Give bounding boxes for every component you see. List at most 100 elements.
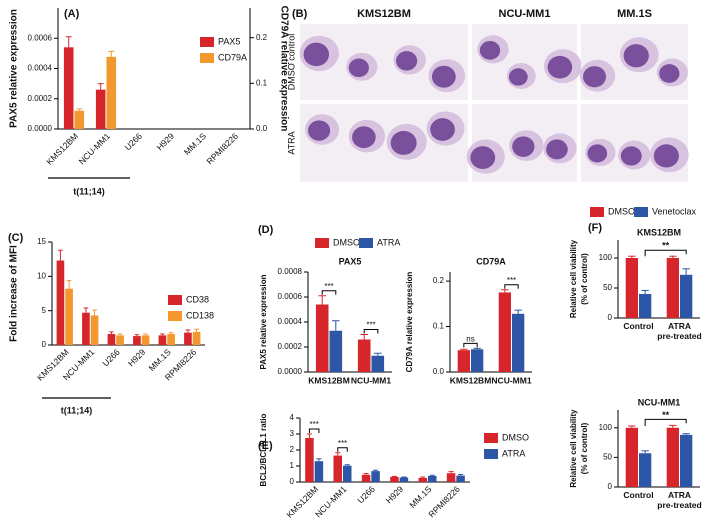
legend-swatch [590,207,604,217]
bar [680,434,693,487]
bar [666,427,679,487]
significance-bracket [504,284,519,289]
chart-title: PAX5 [339,256,362,266]
bar [74,110,85,129]
bar [446,473,456,482]
y-tick-label: 5 [42,306,47,315]
significance-label: ** [662,241,670,251]
bar [428,475,437,482]
bar [333,455,342,482]
legend-label: DMSO [333,237,360,247]
bar [361,474,371,482]
bar [90,315,99,345]
significance-bracket [337,447,348,452]
x-tick-label: U266 [123,131,145,153]
bar [95,89,106,129]
nucleus [479,40,501,60]
y-axis-label: PAX5 relative expression [9,9,20,128]
nucleus [390,130,417,155]
nucleus [512,136,535,157]
significance-bracket [321,290,337,295]
legend-label: CD79A [218,52,247,62]
y-tick-label: 50 [603,283,612,292]
bar [498,292,511,372]
y2-tick-label: 0.1 [256,78,268,87]
legend-swatch [168,311,182,321]
bar [639,453,652,487]
bar [141,335,150,345]
y-tick-label: 0 [608,313,613,322]
bar [133,336,141,345]
y-tick-label: 2 [290,445,295,454]
x-tick-label: Control [623,321,653,331]
bar [680,274,693,318]
x-tick-label: KMS12BM [308,375,350,385]
bar [305,438,314,482]
significance-label: *** [338,439,347,448]
column-label: KMS12BM [357,8,411,20]
legend-swatch [484,433,498,443]
significance-bracket [644,418,687,426]
y-tick-label: 10 [37,271,46,280]
legend-label: DMSO [608,206,635,216]
bar [82,312,90,345]
y-axis-label: Fold increase of MFI [9,245,20,342]
y-tick-label: 0.0004 [28,64,53,73]
y-tick-label: 0.1 [433,322,445,331]
bar [625,427,638,487]
y-tick-label: 1 [290,461,295,470]
x-tick-label: ATRA pre-treated [657,321,701,341]
significance-label: *** [366,321,375,330]
nucleus [396,51,418,71]
bar [158,335,167,345]
y-tick-label: 0.0000 [278,367,303,376]
group-label: t(11;14) [61,405,93,415]
x-tick-label: NCU-MM1 [351,375,391,385]
legend-label: ATRA [502,448,525,458]
bar [56,260,65,345]
bar [390,476,399,482]
bar [457,350,470,372]
bar [192,331,201,345]
x-tick-label: U266 [355,484,377,506]
bar [329,330,343,372]
y2-axis-label: CD79A relative expression [278,6,289,132]
significance-label: *** [507,276,516,285]
y2-tick-label: 0.0 [256,124,268,133]
bar [371,355,385,372]
significance-label: *** [309,420,318,429]
significance-bracket [363,329,379,334]
column-label: NCU-MM1 [499,8,551,20]
y-tick-label: 0 [42,340,47,349]
chart-title: KMS12BM [637,227,681,237]
y-tick-label: 3 [290,429,295,438]
nucleus [348,58,369,78]
significance-bracket [644,249,687,257]
x-tick-label: NCU-MM1 [77,131,113,167]
y-tick-label: 0.0006 [28,33,53,42]
nucleus [620,146,642,166]
x-tick-label: NCU-MM1 [313,484,349,520]
x-tick-label: KMS12BM [44,131,80,167]
y-tick-label: 100 [599,253,613,262]
x-tick-label: H929 [384,484,406,506]
legend-label: CD138 [186,310,214,320]
nucleus [547,55,573,79]
y-axis-label: Relative cell viability [569,239,578,318]
bar [65,288,73,345]
nucleus [308,120,331,141]
bar [639,294,652,318]
panel-label: (A) [64,8,80,20]
bar [371,471,380,482]
bar [184,332,192,345]
bar [666,258,679,318]
bar [314,461,324,482]
x-tick-label: MM.1S [407,484,433,510]
legend-label: CD38 [186,294,209,304]
bar [63,47,74,130]
y-tick-label: 0.0006 [278,292,303,301]
nucleus [431,65,456,88]
nucleus [303,42,330,67]
x-tick-label: ATRA pre-treated [657,490,701,510]
significance-label: ns [466,334,474,343]
